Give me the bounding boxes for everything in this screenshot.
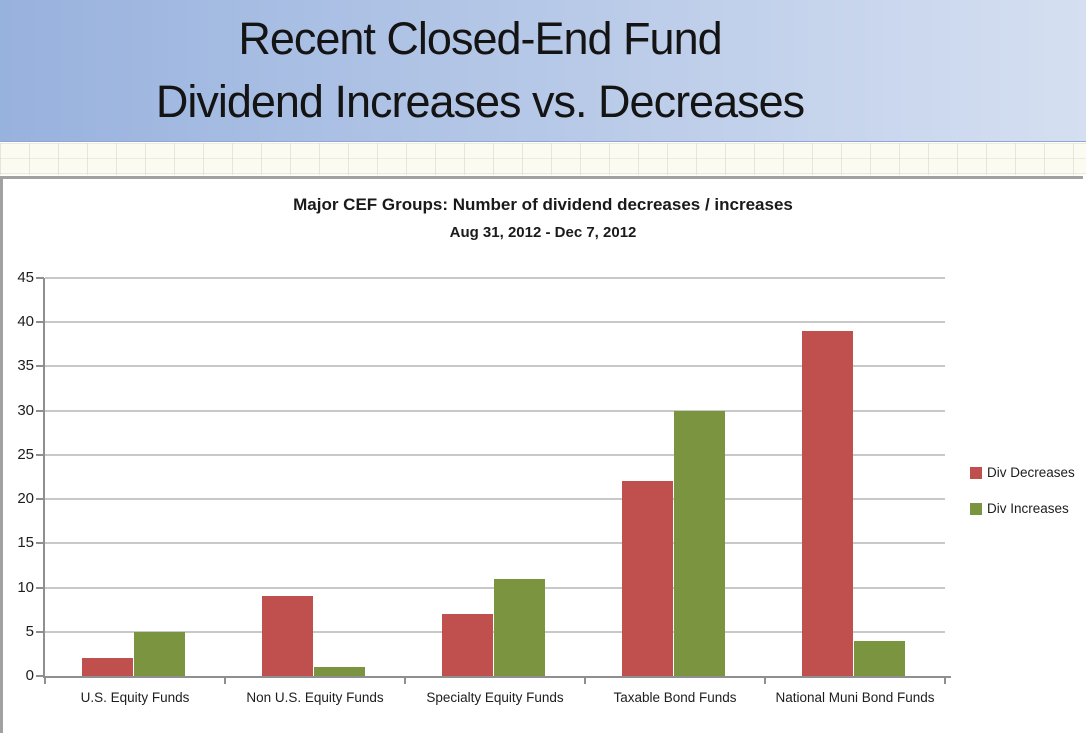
- legend-label: Div Decreases: [987, 465, 1075, 480]
- legend-label: Div Increases: [987, 501, 1069, 516]
- chart-title: Major CEF Groups: Number of dividend dec…: [293, 195, 793, 214]
- slide-title: Recent Closed-End Fund Dividend Increase…: [156, 8, 930, 132]
- slide-title-line-1: Recent Closed-End Fund: [238, 13, 722, 65]
- chart-legend: Div Decreases Div Increases: [970, 465, 1075, 537]
- legend-item: Div Increases: [970, 501, 1075, 516]
- slide-title-banner: Recent Closed-End Fund Dividend Increase…: [0, 0, 1086, 142]
- legend-swatch-icon: [970, 502, 982, 515]
- legend-item: Div Decreases: [970, 465, 1075, 480]
- chart-panel: [0, 176, 1083, 733]
- slide-title-line-2: Dividend Increases vs. Decreases: [155, 75, 805, 127]
- worksheet-grid-strip: [0, 143, 1086, 175]
- chart-subtitle: Aug 31, 2012 - Dec 7, 2012: [449, 224, 637, 241]
- legend-swatch-icon: [970, 466, 982, 479]
